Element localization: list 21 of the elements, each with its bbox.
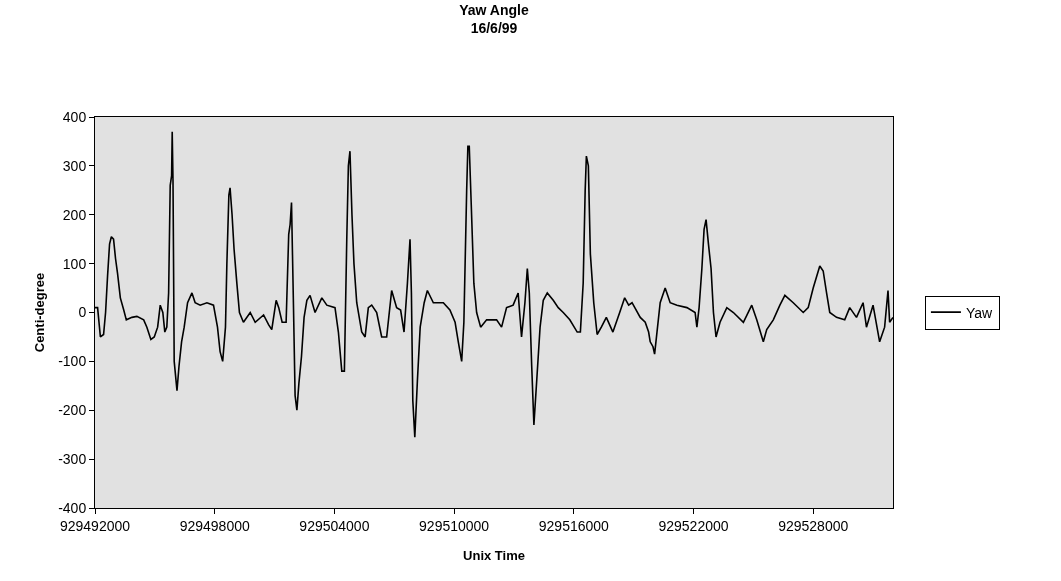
y-tick-label: 400 — [62, 108, 87, 125]
chart-subtitle: 16/6/99 — [470, 19, 518, 36]
x-tick-label: 929510000 — [419, 517, 490, 534]
y-tick-label: -200 — [58, 402, 87, 419]
y-tick-label: -400 — [58, 499, 87, 516]
legend-label: Yaw — [965, 304, 993, 321]
y-tick-label: -300 — [58, 451, 87, 468]
x-tick-label: 929498000 — [179, 517, 250, 534]
y-tick-label: 0 — [78, 304, 87, 321]
y-tick-label: 100 — [62, 255, 87, 272]
x-tick-label: 929528000 — [778, 517, 849, 534]
y-tick-label: -100 — [58, 353, 87, 370]
x-axis-title: Unix Time — [463, 548, 525, 564]
chart-title: Yaw Angle — [459, 1, 529, 18]
x-tick-label: 929504000 — [299, 517, 370, 534]
x-tick-label: 929522000 — [658, 517, 729, 534]
y-tick-label: 200 — [62, 206, 87, 223]
x-tick-label: 929492000 — [59, 517, 131, 534]
y-tick-label: 300 — [62, 157, 87, 174]
x-tick-label: 929516000 — [538, 517, 610, 534]
y-axis-title: Centi-degree — [32, 272, 48, 353]
